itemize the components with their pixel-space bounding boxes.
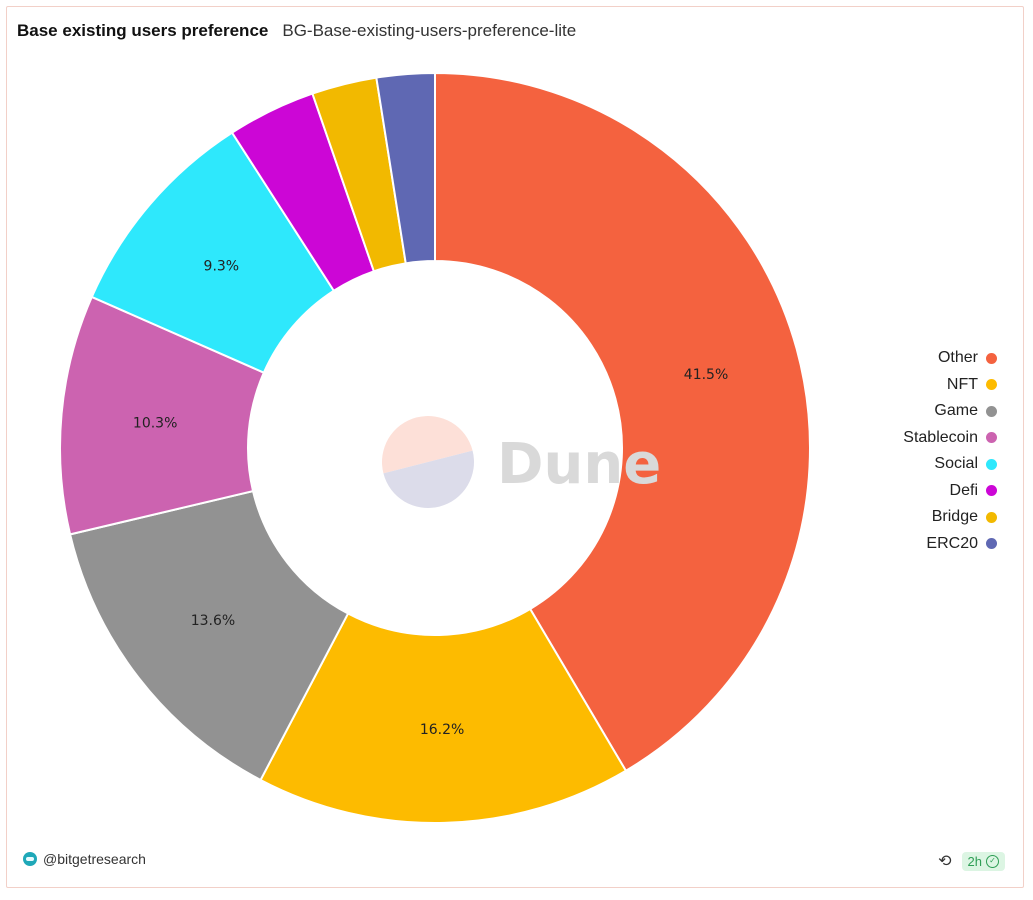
refresh-status: ⟲ 2h ✓ (938, 851, 1005, 871)
legend-item-defi[interactable]: Defi (903, 478, 997, 505)
avatar (23, 852, 37, 866)
slice-stablecoin[interactable] (59, 295, 266, 536)
legend-item-bridge[interactable]: Bridge (903, 504, 997, 531)
legend-item-game[interactable]: Game (903, 398, 997, 425)
slice-game[interactable] (68, 489, 350, 782)
age-badge: 2h ✓ (961, 851, 1005, 871)
legend-item-nft[interactable]: NFT (903, 372, 997, 399)
slice-label-social: 9.3% (204, 259, 240, 275)
dune-logo-bottom-icon (383, 450, 474, 509)
legend-dot-icon (986, 432, 997, 444)
slice-nft[interactable] (259, 607, 628, 824)
chart-title: Base existing users preference (17, 21, 269, 40)
legend-item-other[interactable]: Other (903, 345, 997, 372)
donut-slices (59, 71, 811, 824)
legend-dot-icon (986, 352, 997, 364)
dune-logo-top-icon (382, 416, 473, 474)
legend-item-erc20[interactable]: ERC20 (903, 531, 997, 558)
legend-label: Bridge (931, 508, 978, 526)
author-info[interactable]: @bitgetresearch (23, 851, 146, 867)
slice-erc20[interactable] (375, 71, 436, 265)
legend-label: ERC20 (926, 534, 978, 552)
legend-label: NFT (946, 375, 978, 393)
legend-dot-icon (986, 538, 997, 550)
watermark-text: Dune (497, 432, 661, 497)
legend-label: Social (934, 455, 978, 473)
chart-subtitle: BG-Base-existing-users-preference-lite (282, 21, 577, 40)
legend-dot-icon (986, 405, 997, 417)
slice-labels: 41.5% 16.2% 13.6% 10.3% 9.3% (133, 259, 728, 738)
legend-label: Stablecoin (903, 428, 978, 446)
age-badge-text: 2h (967, 853, 982, 869)
dune-watermark: Dune (382, 416, 661, 509)
check-circle-icon: ✓ (986, 854, 999, 868)
legend-dot-icon (986, 458, 997, 470)
legend-dot-icon (986, 485, 997, 497)
legend-dot-icon (986, 379, 997, 391)
legend-item-stablecoin[interactable]: Stablecoin (903, 425, 997, 452)
chart-header: Base existing users preference BG-Base-e… (17, 21, 576, 41)
chart-legend: Other NFT Game Stablecoin Social Defi Bridge ER… (903, 345, 997, 557)
donut-chart: Dune 41.5% 16.2% 13.6% 10.3% 9.3% (59, 71, 811, 824)
slice-label-stablecoin: 10.3% (133, 415, 177, 431)
legend-label: Game (934, 402, 978, 420)
refresh-icon[interactable]: ⟲ (938, 853, 952, 870)
legend-label: Other (937, 349, 978, 367)
legend-item-social[interactable]: Social (903, 451, 997, 478)
legend-dot-icon (986, 511, 997, 523)
slice-label-nft: 16.2% (420, 722, 464, 738)
chart-panel: Base existing users preference BG-Base-e… (6, 6, 1024, 888)
slice-label-game: 13.6% (191, 613, 235, 629)
author-name[interactable]: @bitgetresearch (43, 851, 146, 867)
slice-other[interactable] (434, 71, 811, 773)
legend-label: Defi (949, 481, 978, 499)
slice-label-other: 41.5% (684, 367, 728, 383)
